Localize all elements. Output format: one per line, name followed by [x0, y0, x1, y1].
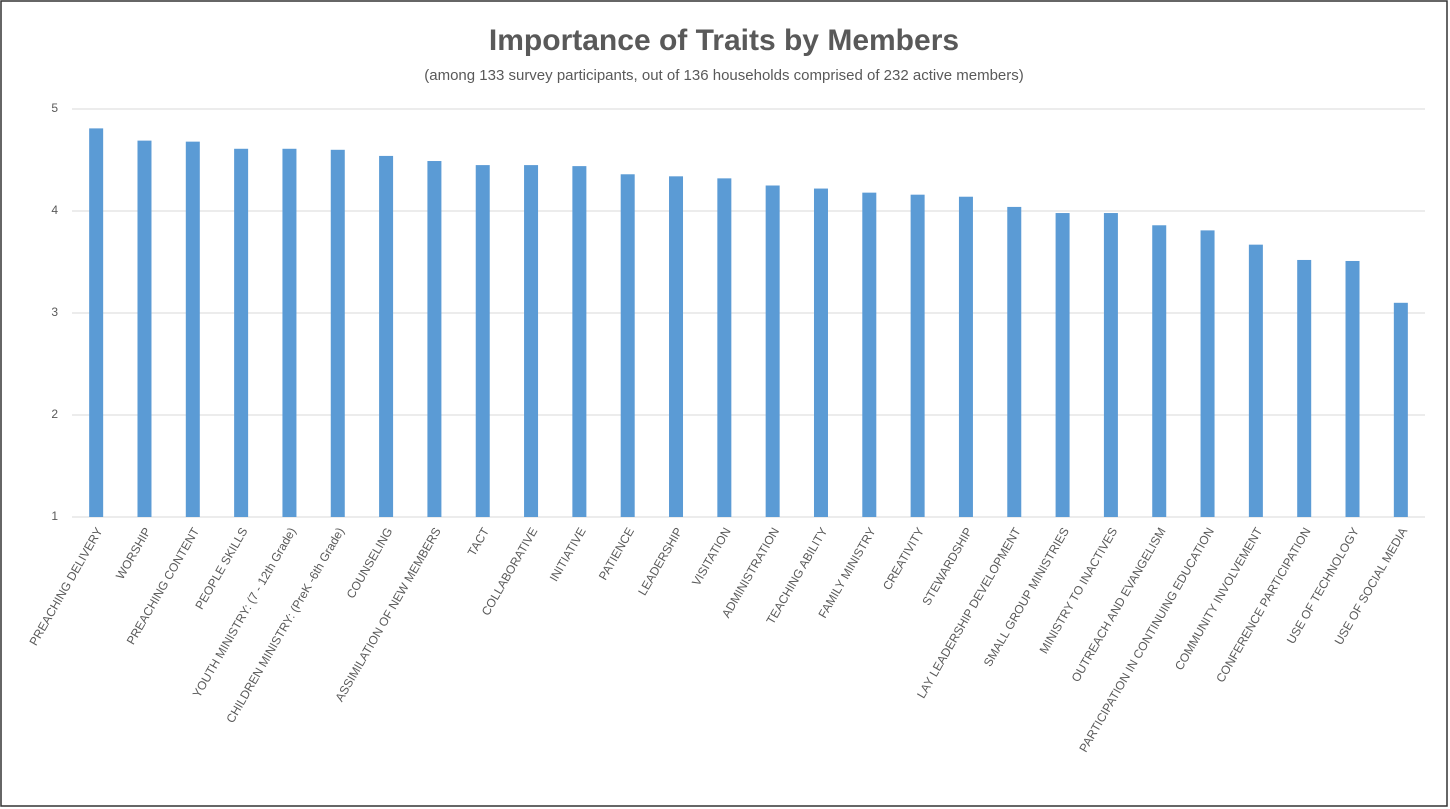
bar — [765, 185, 780, 517]
y-tick-label: 5 — [51, 101, 58, 115]
y-tick-label: 1 — [51, 509, 58, 523]
bar — [427, 161, 442, 517]
bar — [572, 166, 587, 517]
bar — [379, 155, 394, 518]
bar — [234, 148, 249, 517]
bar — [1393, 302, 1408, 517]
bar — [1103, 213, 1118, 518]
bar — [137, 140, 152, 517]
bar — [330, 149, 345, 518]
y-tick-label: 4 — [51, 203, 58, 217]
chart-subtitle: (among 133 survey participants, out of 1… — [424, 67, 1024, 84]
bar — [620, 174, 635, 517]
bar — [1297, 259, 1312, 517]
bar — [1007, 206, 1022, 518]
bar — [1248, 244, 1263, 517]
chart-title: Importance of Traits by Members — [489, 24, 959, 57]
bar — [669, 176, 684, 517]
y-tick-label: 2 — [51, 407, 58, 421]
bar — [89, 128, 104, 517]
bar — [1345, 260, 1360, 517]
bar — [524, 165, 539, 517]
bar — [185, 141, 200, 517]
bar — [1152, 225, 1167, 517]
bar — [475, 165, 490, 517]
bar — [862, 192, 877, 517]
bar — [910, 194, 925, 517]
bar — [282, 148, 297, 517]
bar — [813, 188, 828, 517]
y-tick-label: 3 — [51, 305, 58, 319]
bar — [1055, 213, 1070, 518]
bar — [1200, 230, 1215, 517]
bar — [717, 178, 732, 518]
bar — [958, 196, 973, 517]
